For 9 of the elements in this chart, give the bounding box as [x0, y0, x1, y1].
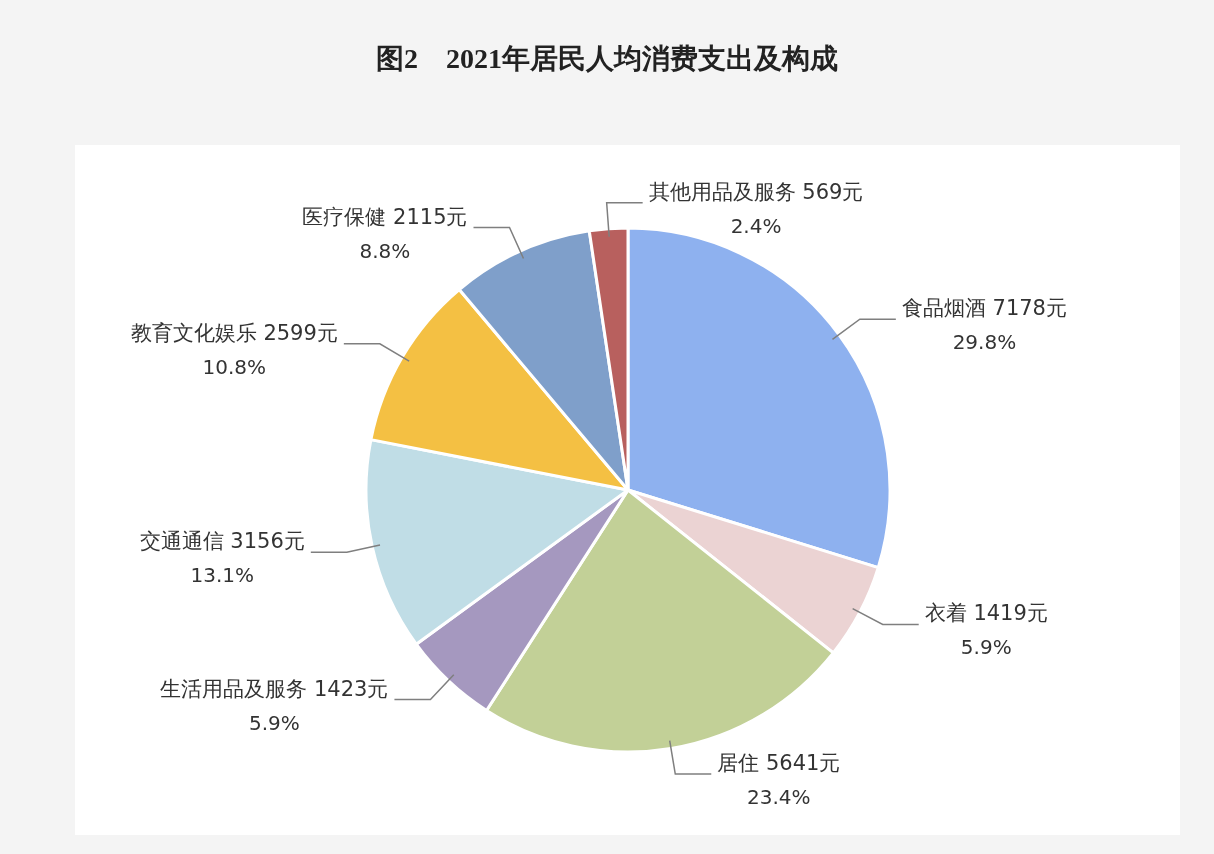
chart-title: 图2 2021年居民人均消费支出及构成 [376, 43, 838, 74]
slice-label: 生活用品及服务 1423元 5.9% [160, 676, 389, 735]
slice-label: 医疗保健 2115元 8.8% [302, 204, 468, 263]
slice-label: 其他用品及服务 569元 2.4% [648, 179, 864, 238]
slice-label: 居住 5641元 23.4% [717, 751, 841, 810]
slice-label: 交通通信 3156元 13.1% [139, 529, 305, 588]
slice-label: 教育文化娱乐 2599元 10.8% [130, 320, 338, 379]
slice-label: 衣着 1419元 5.9% [924, 601, 1048, 660]
slice-label: 食品烟酒 7178元 29.8% [901, 296, 1067, 355]
